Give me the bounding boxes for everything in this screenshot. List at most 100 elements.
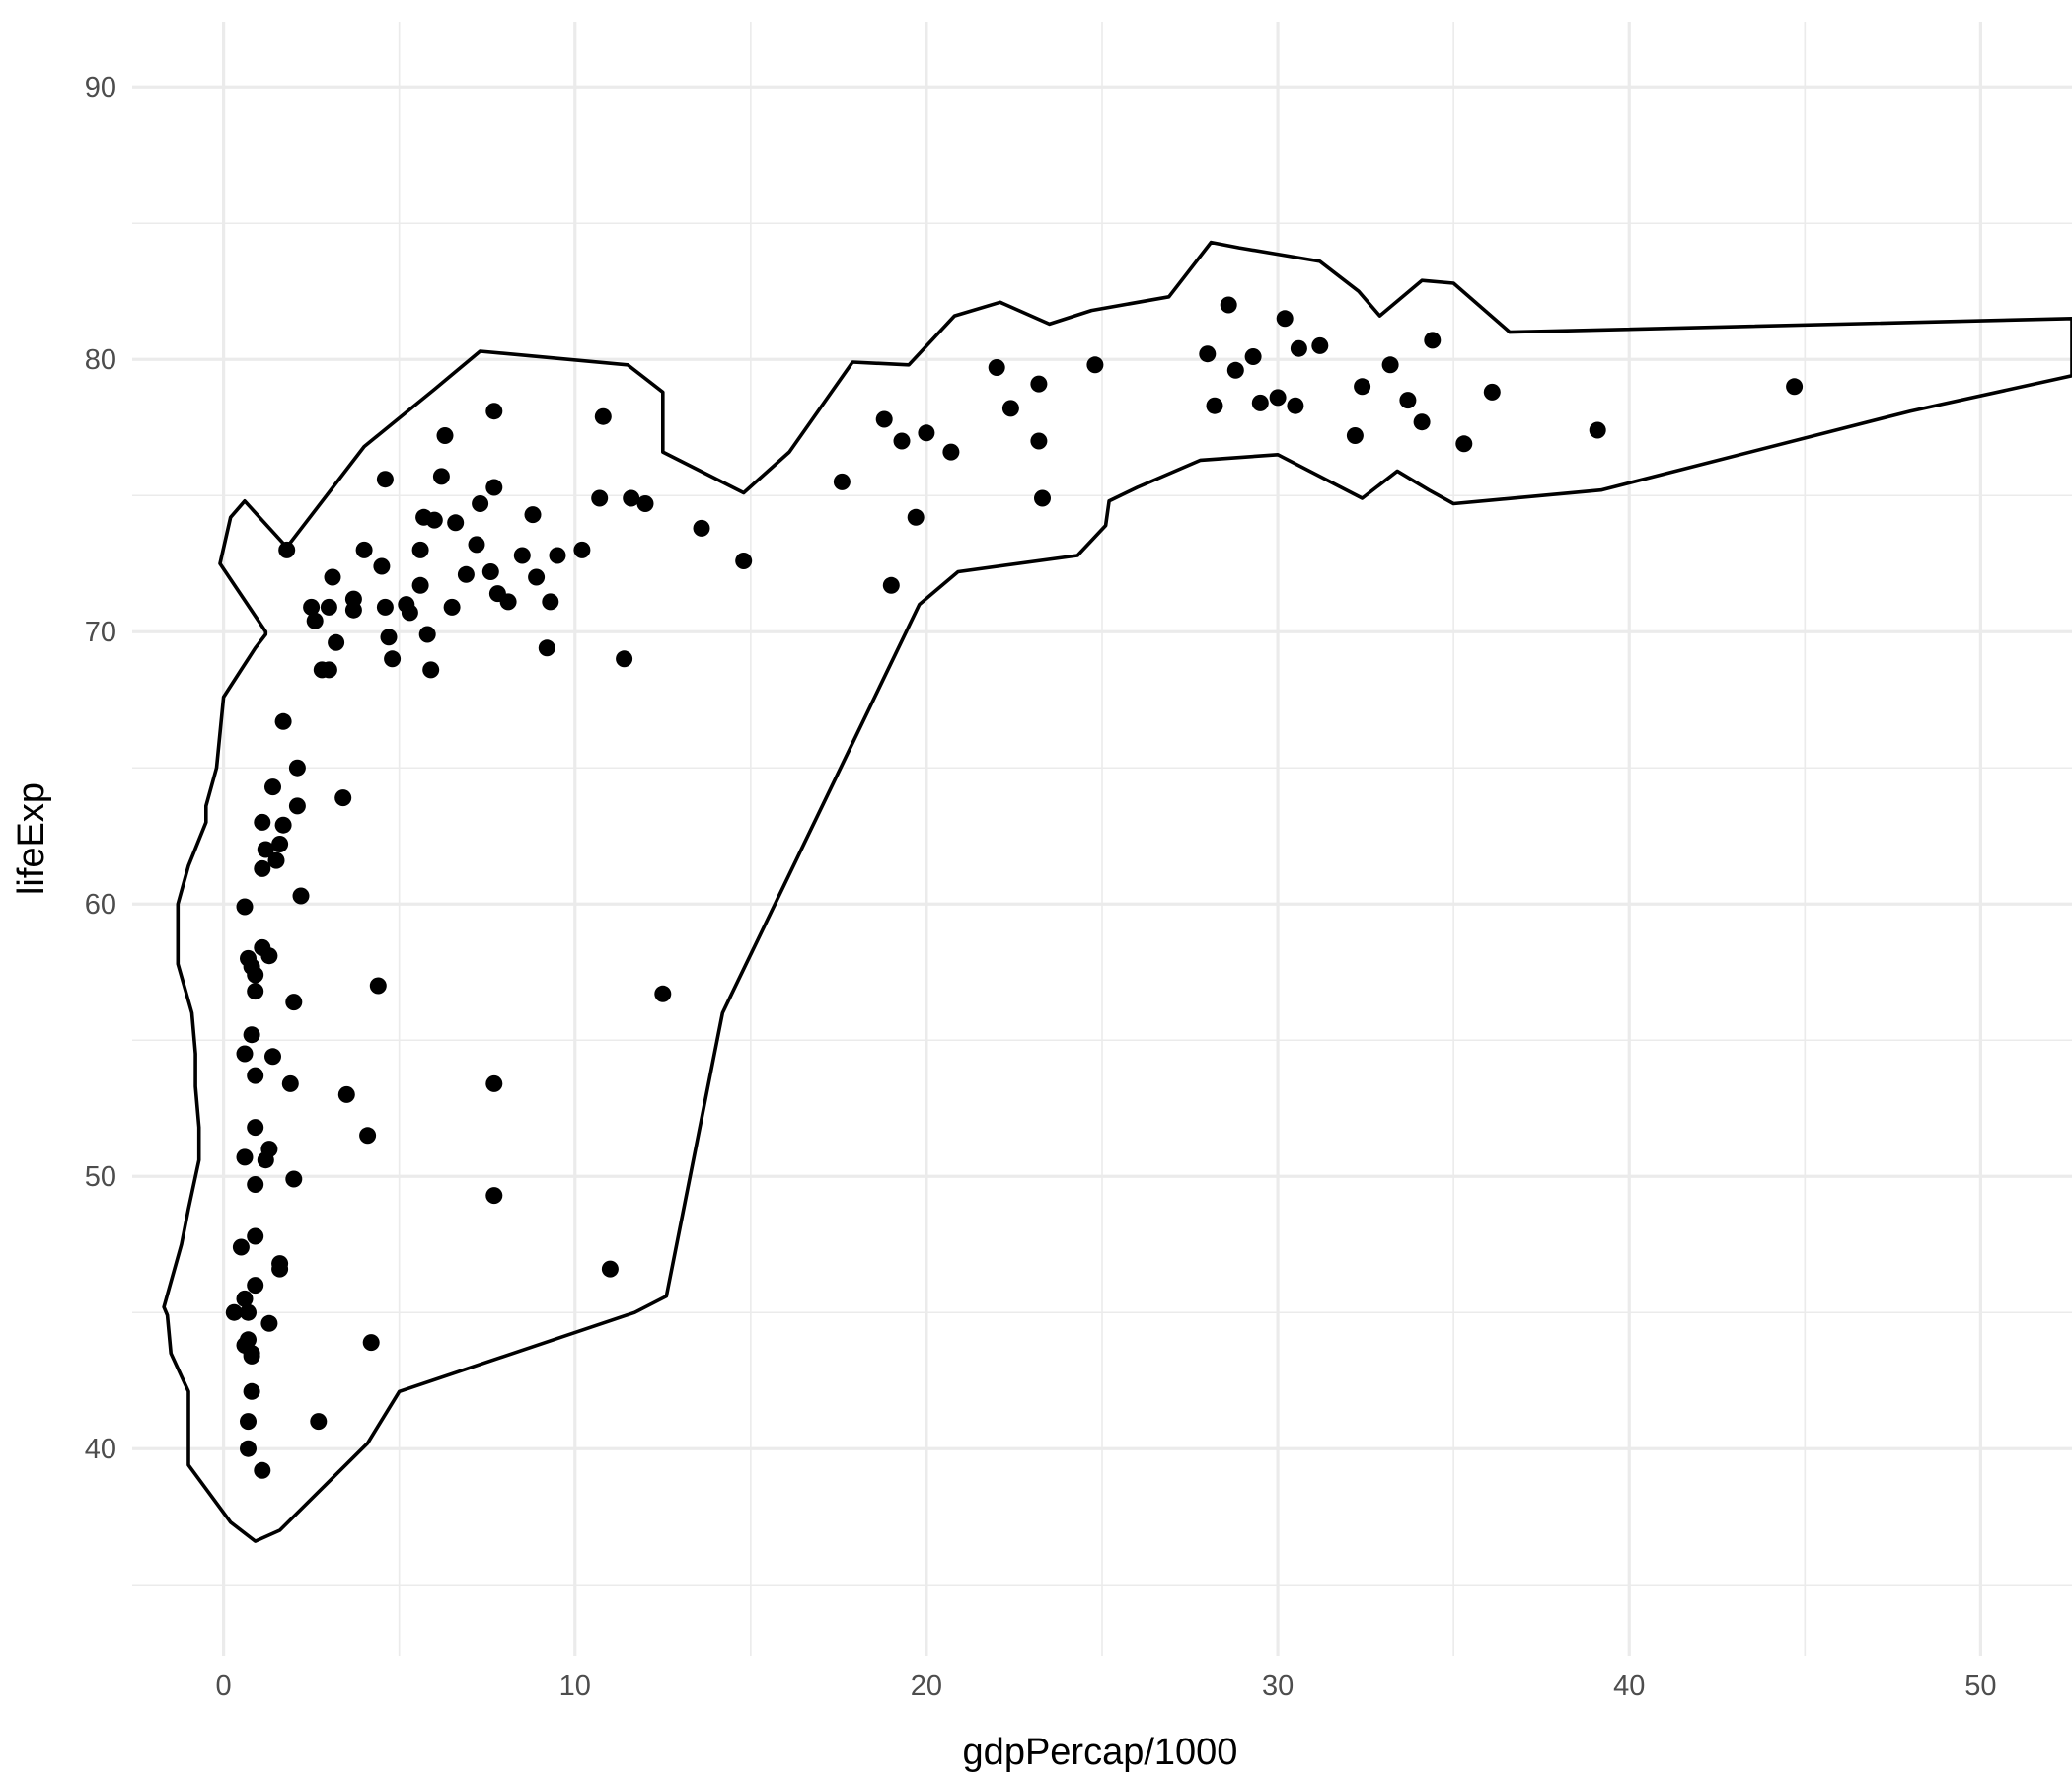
data-point [247, 1067, 264, 1084]
data-point [1030, 432, 1048, 450]
data-point [833, 473, 851, 490]
data-point [373, 557, 391, 575]
data-point [324, 568, 341, 586]
data-point [369, 977, 387, 995]
data-point [528, 568, 546, 586]
data-point [247, 1227, 264, 1245]
y-tick-label: 40 [85, 1434, 116, 1465]
data-point [362, 1334, 380, 1352]
data-point [292, 887, 310, 905]
data-point [247, 1176, 264, 1193]
data-point [236, 898, 254, 916]
data-points [225, 296, 1804, 1479]
data-point [693, 519, 710, 537]
data-point [907, 508, 925, 526]
data-point [436, 427, 454, 444]
data-point [594, 407, 612, 425]
data-point [1455, 435, 1473, 453]
data-point [384, 650, 402, 668]
data-point [288, 759, 306, 777]
data-point [988, 359, 1005, 376]
data-point [418, 626, 436, 643]
major-gridlines [132, 22, 2072, 1656]
data-point [549, 547, 566, 564]
data-point [1399, 392, 1417, 409]
data-point [499, 593, 517, 611]
data-point [468, 536, 485, 554]
data-point [1226, 361, 1244, 379]
data-point [236, 1290, 254, 1307]
data-point [1086, 356, 1104, 374]
x-tick-label: 10 [559, 1670, 591, 1702]
data-point [422, 661, 440, 679]
data-point [538, 639, 555, 657]
y-tick-labels: 40 50 60 70 80 90 [85, 72, 116, 1465]
data-point [247, 966, 264, 984]
data-point [285, 994, 303, 1011]
data-point [1276, 310, 1294, 328]
data-point [274, 816, 292, 834]
data-point [243, 1382, 260, 1400]
data-point [243, 1026, 260, 1044]
data-point [247, 1119, 264, 1137]
data-point [623, 489, 640, 507]
x-tick-label: 30 [1262, 1670, 1294, 1702]
data-point [254, 813, 271, 831]
data-point [447, 514, 465, 532]
data-point [274, 712, 292, 730]
data-point [1001, 400, 1019, 417]
data-point [1786, 378, 1804, 396]
data-point [254, 859, 271, 877]
data-point [225, 1303, 243, 1321]
x-tick-labels: 0 10 20 30 40 50 [216, 1670, 1997, 1702]
x-tick-label: 20 [911, 1670, 942, 1702]
data-point [1354, 378, 1371, 396]
data-point [240, 1413, 257, 1431]
data-point [1269, 389, 1287, 407]
data-point [481, 563, 499, 580]
data-point [1413, 413, 1431, 431]
y-axis-title: lifeExp [11, 782, 52, 895]
data-point [254, 1461, 271, 1479]
data-point [240, 1303, 257, 1321]
data-point [616, 650, 633, 668]
data-point [264, 1048, 281, 1066]
data-point [875, 410, 893, 428]
data-point [524, 506, 542, 524]
data-point [310, 1413, 328, 1431]
x-tick-label: 0 [216, 1670, 232, 1702]
data-point [573, 541, 591, 558]
data-point [264, 778, 281, 796]
data-point [472, 495, 489, 512]
y-tick-label: 90 [85, 72, 116, 104]
data-point [1346, 427, 1364, 444]
data-point [1311, 336, 1329, 354]
data-point [334, 789, 352, 807]
data-point [240, 1440, 257, 1457]
data-point [654, 985, 672, 1002]
data-point [247, 1277, 264, 1295]
data-point [376, 471, 394, 488]
data-point [359, 1127, 377, 1145]
data-point [1206, 397, 1223, 414]
data-point [1290, 339, 1307, 357]
data-point [1381, 356, 1399, 374]
data-point [288, 797, 306, 815]
data-point [1220, 296, 1237, 314]
data-point [328, 633, 345, 651]
data-point [240, 1331, 257, 1349]
data-point [257, 841, 274, 858]
data-point [513, 547, 531, 564]
data-point [236, 1148, 254, 1166]
data-point [337, 1085, 355, 1103]
data-point [271, 836, 289, 852]
data-point [1034, 489, 1051, 507]
data-point [271, 1255, 289, 1273]
data-point [485, 1187, 503, 1205]
data-point [344, 601, 362, 619]
data-point [260, 1141, 278, 1158]
data-point [1589, 421, 1606, 439]
data-point [281, 1074, 299, 1092]
x-tick-label: 40 [1613, 1670, 1645, 1702]
data-point [236, 1045, 254, 1063]
